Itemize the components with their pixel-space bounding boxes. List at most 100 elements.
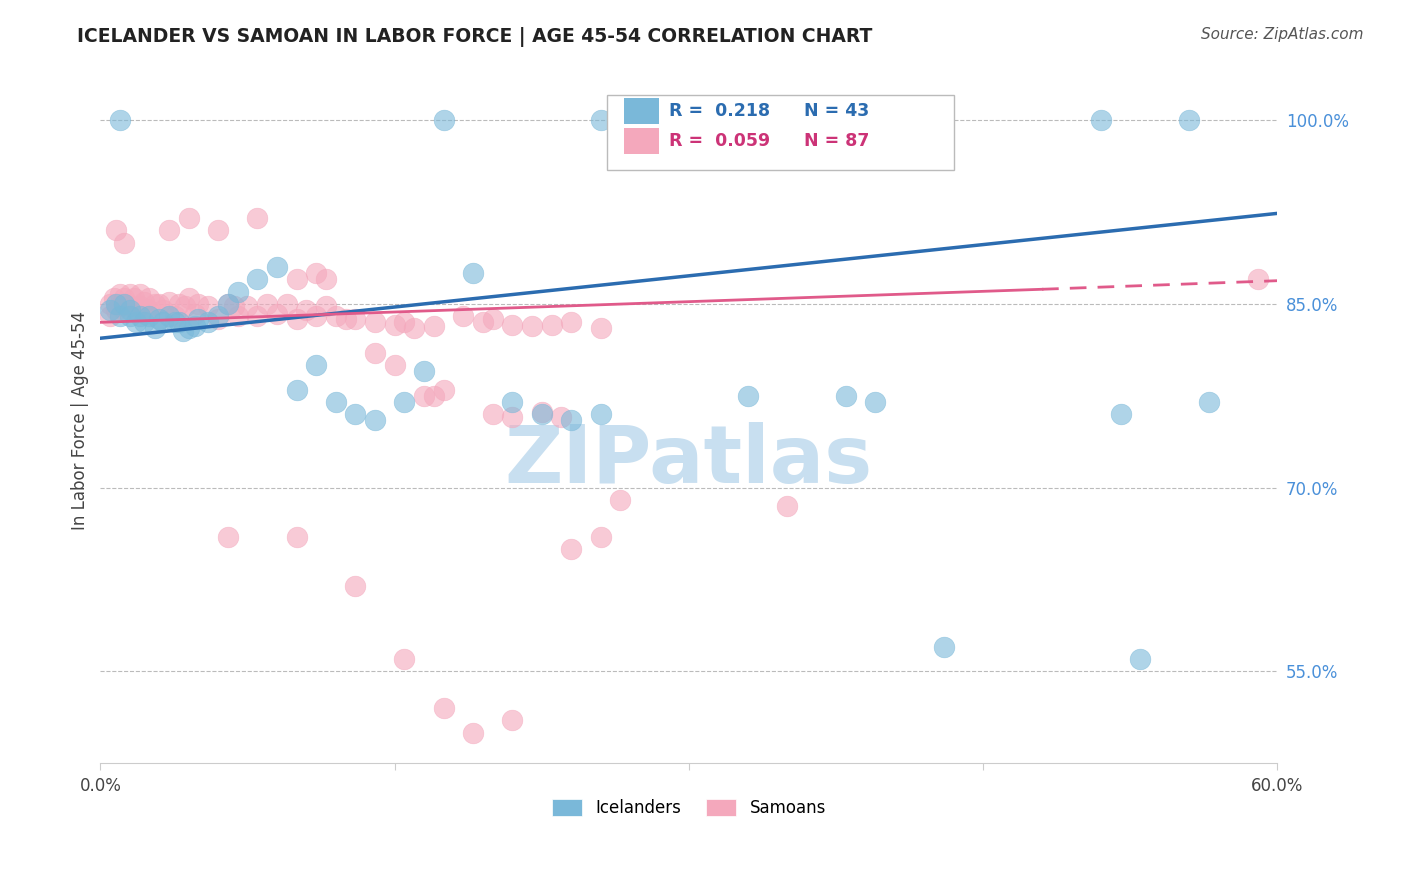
Point bbox=[217, 297, 239, 311]
Point bbox=[256, 297, 278, 311]
Text: N = 43: N = 43 bbox=[804, 102, 869, 120]
Point bbox=[207, 223, 229, 237]
Point bbox=[295, 303, 318, 318]
Point bbox=[658, 113, 681, 128]
Point bbox=[865, 395, 887, 409]
Point bbox=[177, 321, 200, 335]
Point bbox=[173, 300, 195, 314]
Point bbox=[157, 223, 180, 237]
Point bbox=[325, 395, 347, 409]
Point bbox=[835, 389, 858, 403]
Point bbox=[128, 300, 150, 314]
Point bbox=[276, 297, 298, 311]
Point bbox=[187, 297, 209, 311]
Point bbox=[118, 303, 141, 318]
Point bbox=[148, 297, 170, 311]
Point bbox=[619, 113, 641, 128]
Point bbox=[344, 311, 367, 326]
Point bbox=[394, 652, 416, 666]
Point bbox=[1109, 407, 1132, 421]
Point bbox=[315, 272, 337, 286]
Point bbox=[285, 383, 308, 397]
Point bbox=[167, 297, 190, 311]
Point bbox=[589, 113, 612, 128]
Point bbox=[124, 303, 146, 318]
Point bbox=[108, 300, 131, 314]
Point bbox=[148, 311, 170, 326]
Point bbox=[453, 309, 475, 323]
Point bbox=[222, 300, 245, 314]
Point bbox=[138, 291, 160, 305]
FancyBboxPatch shape bbox=[606, 95, 953, 170]
Point bbox=[471, 315, 494, 329]
Point bbox=[177, 291, 200, 305]
Point bbox=[105, 303, 128, 318]
Point bbox=[737, 113, 759, 128]
Point bbox=[1247, 272, 1270, 286]
Point bbox=[589, 530, 612, 544]
Point bbox=[177, 211, 200, 226]
Point bbox=[384, 358, 406, 372]
Point bbox=[118, 300, 141, 314]
Point bbox=[187, 311, 209, 326]
Point bbox=[560, 315, 582, 329]
Point bbox=[152, 315, 174, 329]
Point bbox=[128, 309, 150, 323]
Point bbox=[423, 318, 446, 333]
Point bbox=[305, 309, 328, 323]
Point bbox=[394, 395, 416, 409]
Point bbox=[1178, 113, 1201, 128]
Point bbox=[530, 405, 553, 419]
Point bbox=[118, 309, 141, 323]
Point bbox=[98, 309, 121, 323]
Point bbox=[423, 389, 446, 403]
Point bbox=[157, 309, 180, 323]
Point bbox=[108, 113, 131, 128]
Point bbox=[589, 407, 612, 421]
Point bbox=[325, 309, 347, 323]
Point bbox=[122, 291, 145, 305]
Point bbox=[118, 287, 141, 301]
Legend: Icelanders, Samoans: Icelanders, Samoans bbox=[546, 792, 832, 823]
Point bbox=[217, 297, 239, 311]
Point bbox=[433, 113, 456, 128]
Point bbox=[134, 307, 156, 321]
Point bbox=[152, 303, 174, 318]
Point bbox=[384, 318, 406, 332]
Point bbox=[1198, 395, 1220, 409]
Point bbox=[364, 315, 387, 329]
Point bbox=[183, 318, 205, 333]
Point bbox=[108, 287, 131, 301]
Point bbox=[98, 303, 121, 318]
Point bbox=[246, 309, 269, 323]
Point bbox=[143, 321, 166, 335]
Point bbox=[893, 113, 915, 128]
Point bbox=[285, 530, 308, 544]
Point bbox=[433, 383, 456, 397]
Point bbox=[103, 291, 125, 305]
Point bbox=[163, 315, 186, 329]
Point bbox=[404, 321, 426, 335]
Text: Source: ZipAtlas.com: Source: ZipAtlas.com bbox=[1201, 27, 1364, 42]
Point bbox=[540, 318, 562, 332]
Point bbox=[776, 499, 799, 513]
Point bbox=[105, 297, 128, 311]
Point bbox=[305, 266, 328, 280]
Point bbox=[501, 713, 523, 727]
Point bbox=[481, 407, 503, 421]
Point bbox=[285, 311, 308, 326]
Point bbox=[481, 311, 503, 326]
Text: ZIPatlas: ZIPatlas bbox=[505, 423, 873, 500]
Point bbox=[796, 113, 818, 128]
Point bbox=[246, 272, 269, 286]
Point bbox=[285, 272, 308, 286]
Point bbox=[112, 297, 135, 311]
Point bbox=[1129, 652, 1152, 666]
Point bbox=[609, 492, 631, 507]
Point bbox=[112, 291, 135, 305]
Point bbox=[128, 287, 150, 301]
Point bbox=[197, 315, 219, 329]
Point bbox=[183, 307, 205, 321]
Y-axis label: In Labor Force | Age 45-54: In Labor Force | Age 45-54 bbox=[72, 310, 89, 530]
Point bbox=[501, 395, 523, 409]
